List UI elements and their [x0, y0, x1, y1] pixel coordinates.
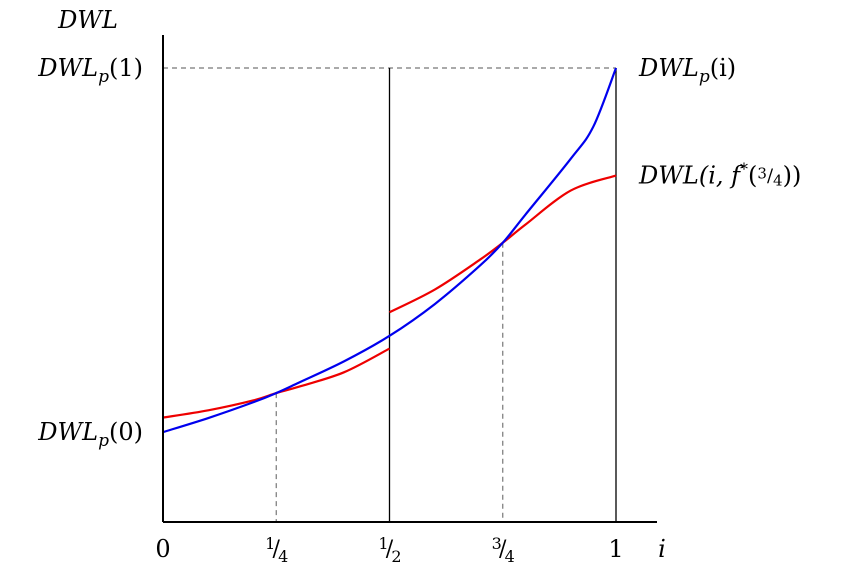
x-tick-label: 1/2	[378, 534, 401, 566]
y-tick-label: DWLp(1)	[37, 54, 143, 87]
x-tick-label: 1/4	[265, 534, 288, 566]
x-tick-denominator: 2	[391, 547, 401, 566]
y-tick-labels: DWLp(0) DWLp(1)	[37, 54, 143, 451]
x-tick-label: 0	[155, 535, 170, 563]
x-tick-slash: /	[499, 537, 507, 562]
x-tick-label: 3/4	[492, 534, 515, 566]
x-tick-denominator: 4	[278, 547, 288, 566]
y-axis-label: DWL	[57, 6, 118, 34]
series-label-red: DWL(i, f*(3/4))	[638, 160, 801, 190]
x-axis-label: i	[658, 535, 666, 563]
series-labels: DWLp(i) DWL(i, f*(3/4))	[638, 54, 801, 190]
blue-curve	[162, 67, 618, 434]
x-tick-labels: 0 1/41/23/4 1	[155, 534, 623, 566]
x-tick-label: 1	[608, 535, 623, 563]
series-group	[162, 67, 618, 434]
x-tick-numerator: 1	[265, 534, 275, 553]
x-tick-slash: /	[273, 537, 281, 562]
x-tick-numerator: 3	[492, 534, 502, 553]
red-curve-segment-1	[162, 347, 391, 419]
x-tick-numerator: 1	[378, 534, 388, 553]
axes	[162, 35, 657, 523]
series-label-blue: DWLp(i)	[638, 54, 736, 87]
x-tick-denominator: 4	[505, 547, 515, 566]
vertical-lines	[388, 68, 617, 522]
x-tick-slash: /	[386, 537, 394, 562]
y-tick-label: DWLp(0)	[37, 418, 143, 451]
